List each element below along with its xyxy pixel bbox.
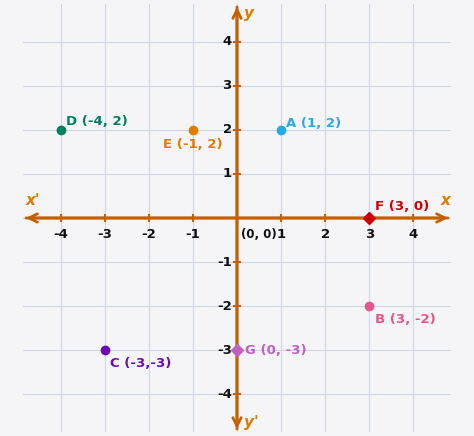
Text: 3: 3	[222, 79, 232, 92]
Text: 2: 2	[223, 123, 232, 136]
Text: -3: -3	[217, 344, 232, 357]
Text: 1: 1	[223, 167, 232, 181]
Text: -2: -2	[141, 228, 156, 241]
Text: 4: 4	[222, 35, 232, 48]
Text: -1: -1	[217, 255, 232, 269]
Text: -3: -3	[97, 228, 112, 241]
Text: -1: -1	[185, 228, 201, 241]
Text: 1: 1	[276, 228, 286, 241]
Text: A (1, 2): A (1, 2)	[286, 117, 341, 130]
Text: D (-4, 2): D (-4, 2)	[66, 115, 128, 128]
Text: 2: 2	[320, 228, 330, 241]
Text: -4: -4	[53, 228, 68, 241]
Text: E (-1, 2): E (-1, 2)	[163, 138, 223, 151]
Text: y: y	[244, 7, 254, 21]
Text: x: x	[441, 193, 451, 208]
Text: 3: 3	[365, 228, 374, 241]
Text: B (3, -2): B (3, -2)	[374, 313, 435, 326]
Text: (0, 0): (0, 0)	[241, 228, 277, 241]
Text: F (3, 0): F (3, 0)	[374, 200, 429, 213]
Text: G (0, -3): G (0, -3)	[245, 344, 307, 357]
Text: -4: -4	[217, 388, 232, 401]
Text: C (-3,-3): C (-3,-3)	[110, 357, 172, 370]
Text: -2: -2	[217, 300, 232, 313]
Text: x': x'	[26, 193, 40, 208]
Text: 4: 4	[409, 228, 418, 241]
Text: y': y'	[244, 415, 258, 429]
